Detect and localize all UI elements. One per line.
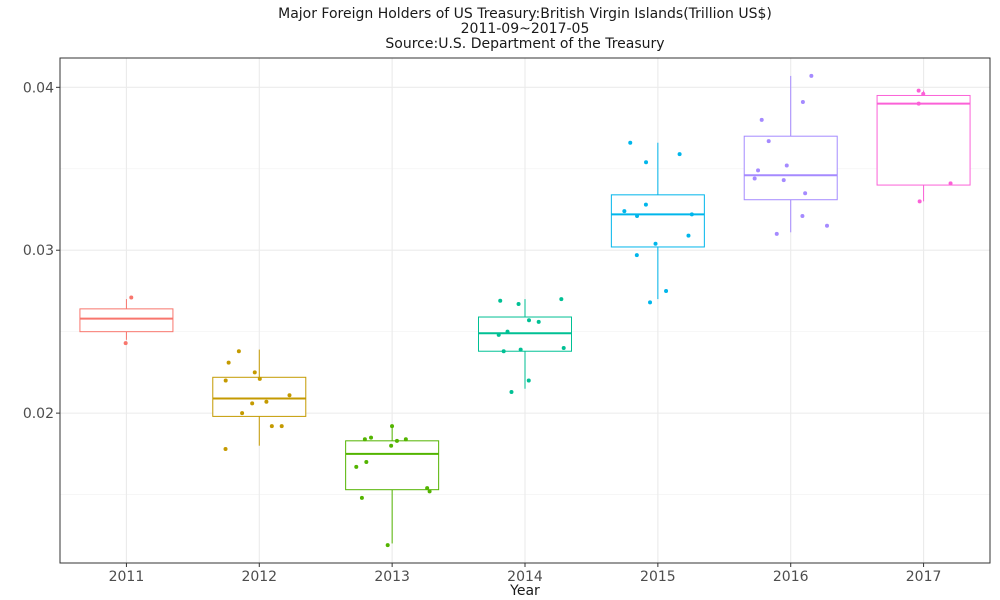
data-point xyxy=(664,288,669,293)
data-point xyxy=(496,332,501,337)
data-point xyxy=(759,117,764,122)
data-point xyxy=(501,349,506,354)
data-point xyxy=(279,424,284,429)
data-point xyxy=(774,231,779,236)
data-point xyxy=(561,345,566,350)
data-point xyxy=(509,389,514,394)
data-point xyxy=(916,101,921,106)
box-2012 xyxy=(212,376,307,417)
data-point xyxy=(362,437,367,442)
data-point xyxy=(536,319,541,324)
chart-source: Source:U.S. Department of the Treasury xyxy=(385,36,664,52)
data-point xyxy=(359,495,364,500)
data-point xyxy=(803,191,808,196)
data-point xyxy=(643,202,648,207)
data-point xyxy=(527,318,532,323)
data-point xyxy=(689,212,694,217)
data-point xyxy=(800,214,805,219)
y-tick-label: 0.02 xyxy=(23,406,54,422)
data-point xyxy=(123,341,128,346)
data-point xyxy=(784,163,789,168)
data-point xyxy=(226,360,231,365)
data-point xyxy=(824,223,829,228)
data-point xyxy=(369,435,374,440)
y-tick-label: 0.04 xyxy=(23,80,54,96)
data-point xyxy=(634,253,639,258)
data-point xyxy=(653,241,658,246)
data-point xyxy=(236,349,241,354)
chart-title: Major Foreign Holders of US Treasury:Bri… xyxy=(278,6,772,22)
data-point xyxy=(635,214,640,219)
data-point xyxy=(516,301,521,306)
data-point xyxy=(809,73,814,78)
chart-subtitle: 2011-09~2017-05 xyxy=(461,21,590,37)
data-point xyxy=(921,91,926,96)
data-point xyxy=(394,438,399,443)
data-point xyxy=(269,424,274,429)
data-point xyxy=(223,378,228,383)
data-point xyxy=(622,209,627,214)
data-point xyxy=(250,401,255,406)
plot-area: 0.02 0.03 0.04 2011 2012 2013 2014 2015 2016 2017 xyxy=(23,57,991,585)
box-2015 xyxy=(610,194,705,248)
data-point xyxy=(518,347,523,352)
data-point xyxy=(756,168,761,173)
x-tick-label: 2012 xyxy=(241,569,277,585)
y-tick-label: 0.03 xyxy=(23,243,54,259)
data-point xyxy=(559,297,564,302)
data-point xyxy=(752,176,757,181)
data-point xyxy=(648,300,653,305)
data-point xyxy=(628,140,633,145)
box-2011 xyxy=(79,308,174,333)
data-point xyxy=(427,489,432,494)
data-point xyxy=(800,99,805,104)
data-point xyxy=(781,178,786,183)
data-point xyxy=(389,443,394,448)
data-point xyxy=(677,152,682,157)
data-point xyxy=(686,233,691,238)
x-tick-label: 2014 xyxy=(507,569,543,585)
x-tick-label: 2013 xyxy=(374,569,410,585)
x-axis-title: Year xyxy=(509,583,540,599)
data-point xyxy=(129,295,134,300)
box-2017 xyxy=(876,94,971,186)
data-point xyxy=(526,378,531,383)
data-point xyxy=(644,160,649,165)
data-point xyxy=(223,446,228,451)
data-point xyxy=(403,437,408,442)
data-point xyxy=(287,393,292,398)
data-point xyxy=(916,88,921,93)
x-tick-label: 2017 xyxy=(906,569,942,585)
data-point xyxy=(917,199,922,204)
data-point xyxy=(505,329,510,334)
data-point xyxy=(385,543,390,548)
data-point xyxy=(354,464,359,469)
box-2016 xyxy=(743,135,838,201)
data-point xyxy=(766,139,771,144)
data-point xyxy=(364,460,369,464)
box-2013 xyxy=(345,440,440,491)
data-point xyxy=(264,399,269,404)
x-tick-label: 2016 xyxy=(773,569,809,585)
data-point xyxy=(498,298,503,303)
data-point xyxy=(252,370,257,375)
x-tick-label: 2015 xyxy=(640,569,676,585)
data-point xyxy=(425,486,430,491)
data-point xyxy=(240,411,245,416)
data-point xyxy=(948,181,953,186)
data-point xyxy=(390,424,395,429)
data-point xyxy=(257,376,262,381)
x-tick-label: 2011 xyxy=(109,569,145,585)
